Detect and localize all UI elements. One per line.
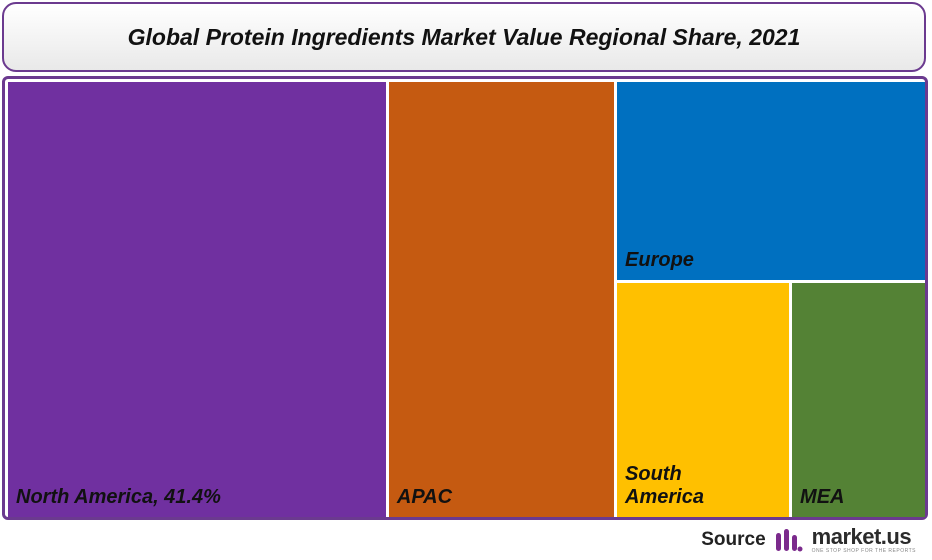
treemap-tile-mea: MEA (792, 282, 925, 517)
treemap-label-south-america: South America (625, 462, 704, 508)
source-label: Source (701, 529, 766, 550)
treemap-label-north-america: North America, 41.4% (16, 486, 221, 508)
logo-tagline: ONE STOP SHOP FOR THE REPORTS (811, 548, 916, 554)
treemap-tile-apac: APAC (388, 82, 615, 517)
treemap-label-apac: APAC (396, 486, 453, 508)
source-attribution: Source market.us ONE STOP SHOP FOR THE R… (701, 522, 916, 558)
chart-title-box: Global Protein Ingredients Market Value … (2, 2, 926, 72)
treemap-tile-europe: Europe (617, 82, 925, 280)
logo-wordmark: market.us ONE STOP SHOP FOR THE REPORTS (812, 526, 916, 554)
treemap-tile-north-america: North America, 41.4% (8, 82, 386, 517)
market-us-logo-icon (774, 525, 804, 555)
treemap-plot-area: North America, 41.4% APAC Europe South Amer… (2, 76, 928, 520)
logo-name: market.us (811, 524, 912, 549)
treemap-label-mea: MEA (800, 485, 845, 508)
chart-title: Global Protein Ingredients Market Value … (127, 23, 801, 50)
treemap-tile-south-america: South America (617, 282, 790, 517)
treemap-label-europe: Europe (625, 248, 694, 271)
